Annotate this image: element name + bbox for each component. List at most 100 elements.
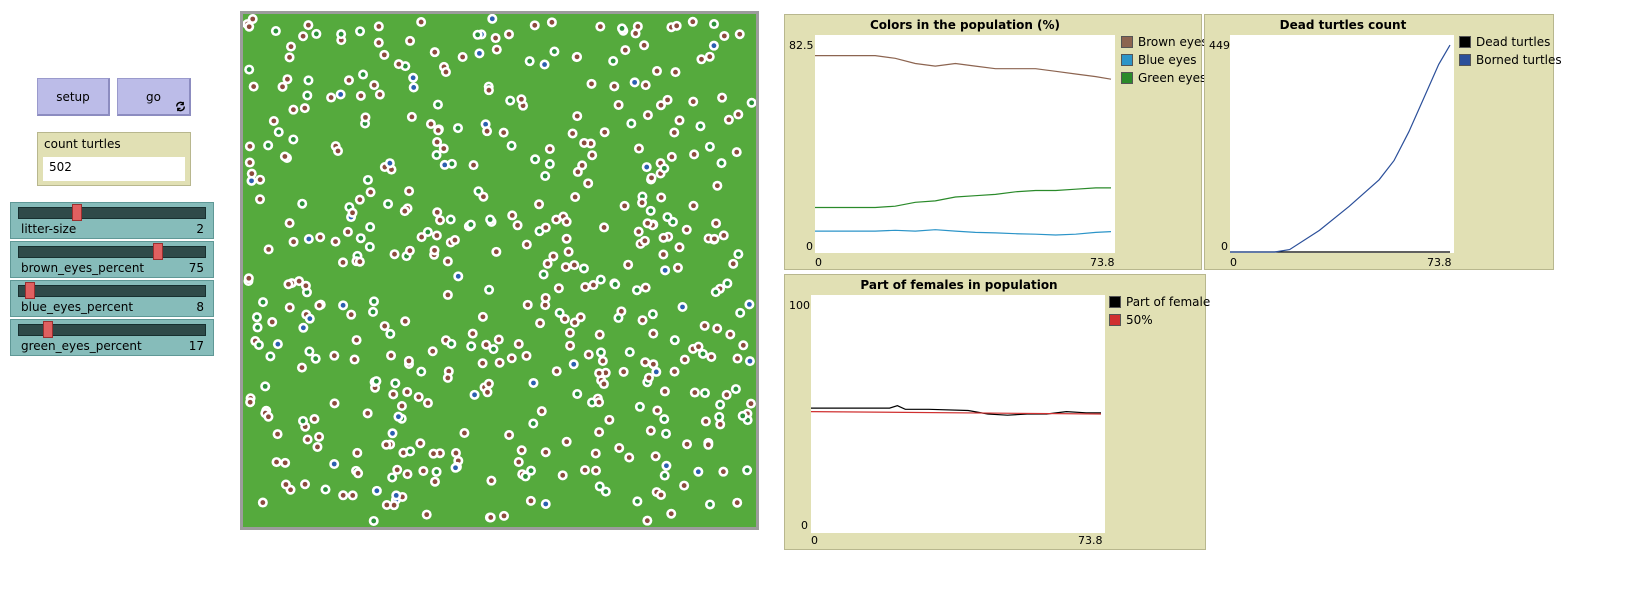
turtle-eye xyxy=(528,468,534,474)
turtle-eye xyxy=(300,33,306,39)
turtle-eye xyxy=(642,359,648,365)
turtle xyxy=(682,439,693,450)
slider-track[interactable] xyxy=(18,207,206,219)
turtle xyxy=(651,366,662,377)
turtle-eye xyxy=(516,341,522,347)
turtle-eye xyxy=(598,277,604,283)
turtle xyxy=(631,285,642,296)
turtle-eye xyxy=(300,418,306,424)
turtle-eye xyxy=(717,402,723,408)
turtle-eye xyxy=(247,143,253,149)
turtle xyxy=(272,429,283,440)
turtle xyxy=(712,323,723,334)
turtle xyxy=(257,297,268,308)
turtle xyxy=(595,21,606,32)
turtle xyxy=(342,226,353,237)
turtle-eye xyxy=(376,40,382,46)
slider-brown-eyes-percent[interactable]: brown_eyes_percent 75 xyxy=(10,241,214,278)
turtle-eye xyxy=(432,479,438,485)
turtle-eye xyxy=(432,49,438,55)
turtle xyxy=(516,445,527,456)
turtle xyxy=(595,274,606,285)
turtle-eye xyxy=(520,103,526,109)
turtle-eye xyxy=(501,513,507,519)
turtle-eye xyxy=(443,69,449,75)
turtle xyxy=(722,278,733,289)
turtle xyxy=(521,350,532,361)
slider-handle[interactable] xyxy=(153,243,163,260)
turtle-eye xyxy=(376,24,382,29)
turtle xyxy=(466,341,477,352)
turtle xyxy=(408,72,419,83)
turtle-eye xyxy=(596,370,602,376)
turtle-eye xyxy=(282,154,288,159)
turtle-eye xyxy=(602,129,608,135)
slider-handle[interactable] xyxy=(25,282,36,299)
turtle-eye xyxy=(682,357,688,363)
turtle-eye xyxy=(350,210,355,216)
slider-label: brown_eyes_percent xyxy=(21,261,145,275)
turtle-eye xyxy=(306,77,311,83)
turtle-eye xyxy=(516,459,522,465)
legend-swatch xyxy=(1121,54,1133,66)
legend-item: Blue eyes xyxy=(1121,51,1208,69)
turtle-eye xyxy=(553,217,559,223)
plot-title: Dead turtles count xyxy=(1279,18,1407,32)
turtle-eye xyxy=(650,361,656,367)
turtle xyxy=(268,115,279,126)
world-view[interactable] xyxy=(240,11,759,530)
turtle xyxy=(446,338,457,349)
turtle-field xyxy=(243,14,756,526)
turtle xyxy=(368,306,379,317)
turtle-eye xyxy=(674,23,680,29)
turtle xyxy=(485,512,496,523)
slider-track[interactable] xyxy=(18,285,206,297)
turtle-eye xyxy=(486,287,492,293)
turtle-eye xyxy=(644,518,650,524)
turtle-eye xyxy=(265,142,271,148)
turtle xyxy=(528,377,539,388)
slider-litter-size[interactable]: litter-size 2 xyxy=(10,202,214,239)
turtle xyxy=(540,292,551,303)
turtle xyxy=(699,388,710,399)
turtle-eye xyxy=(627,349,633,355)
turtle xyxy=(609,81,620,92)
turtle xyxy=(493,334,504,345)
turtle-eye xyxy=(735,356,740,361)
turtle-eye xyxy=(315,444,320,450)
turtle xyxy=(716,158,727,169)
slider-track[interactable] xyxy=(18,324,206,336)
slider-handle[interactable] xyxy=(72,204,82,221)
turtle-eye xyxy=(381,52,387,58)
legend-item: Borned turtles xyxy=(1459,51,1562,69)
turtle-eye xyxy=(645,220,650,226)
turtle-eye xyxy=(328,95,334,100)
turtle-eye xyxy=(571,361,577,367)
turtle-eye xyxy=(677,118,682,123)
slider-track[interactable] xyxy=(18,246,206,258)
turtle xyxy=(641,162,652,173)
turtle xyxy=(396,401,407,412)
legend-item: Part of female xyxy=(1109,293,1210,311)
turtle xyxy=(393,59,404,70)
turtle-eye xyxy=(528,498,534,504)
slider-handle[interactable] xyxy=(43,321,54,338)
turtle-eye xyxy=(506,31,512,37)
turtle-eye xyxy=(246,67,252,72)
turtle-eye xyxy=(639,200,645,206)
go-button[interactable]: go xyxy=(117,78,191,116)
turtle-eye xyxy=(480,314,486,320)
setup-button[interactable]: setup xyxy=(37,78,110,116)
turtle xyxy=(353,468,364,479)
slider-green-eyes-percent[interactable]: green_eyes_percent 17 xyxy=(10,319,214,356)
turtle xyxy=(368,296,379,307)
turtle-eye xyxy=(634,287,640,293)
turtle xyxy=(709,19,720,30)
turtle xyxy=(544,159,555,170)
turtle xyxy=(648,328,659,339)
legend-label: Blue eyes xyxy=(1138,53,1197,67)
slider-blue-eyes-percent[interactable]: blue_eyes_percent 8 xyxy=(10,280,214,317)
turtle-eye xyxy=(730,261,736,267)
turtle xyxy=(457,52,468,63)
turtle-eye xyxy=(574,54,580,60)
